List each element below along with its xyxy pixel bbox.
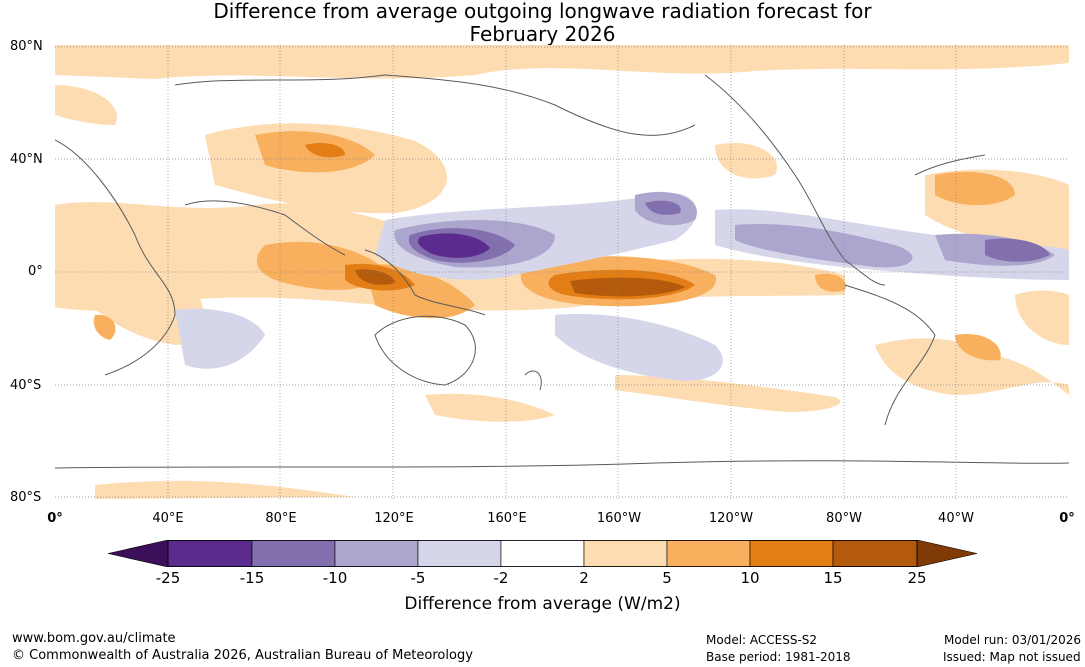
footer-base-period: Base period: 1981-2018 — [706, 650, 851, 664]
colorbar — [108, 540, 978, 567]
colorbar-cell-1 — [167, 540, 253, 567]
lon-label-40e: 40°E — [152, 511, 184, 526]
lon-label-0-left: 0° — [47, 511, 63, 526]
footer-url[interactable]: www.bom.gov.au/climate — [12, 631, 176, 646]
lon-label-80e: 80°E — [265, 511, 297, 526]
lon-label-120e: 120°E — [374, 511, 414, 526]
colorbar-tick: -25 — [155, 569, 181, 587]
colorbar-tick: 25 — [907, 569, 927, 587]
colorbar-tick: 15 — [823, 569, 843, 587]
lon-label-0-right: 0° — [1059, 511, 1075, 526]
title-line-1: Difference from average outgoing longwav… — [213, 0, 872, 23]
colorbar-frame — [167, 540, 918, 567]
map-title: Difference from average outgoing longwav… — [0, 0, 1085, 46]
lat-label-80s: 80°S — [10, 490, 42, 505]
coastlines — [55, 74, 1069, 469]
lon-label-40w: 40°W — [938, 511, 974, 526]
colorbar-tick: -15 — [239, 569, 265, 587]
map-canvas — [55, 45, 1069, 499]
colorbar-tick: -5 — [410, 569, 426, 587]
colorbar-tick: 5 — [662, 569, 672, 587]
dark-purple-anomaly-layer — [418, 233, 490, 258]
colorbar-tick: -10 — [322, 569, 348, 587]
lon-label-80w: 80°W — [826, 511, 862, 526]
lon-label-120w: 120°W — [708, 511, 754, 526]
colorbar-cell-10 — [916, 540, 978, 567]
lat-label-40s: 40°S — [10, 378, 42, 393]
colorbar-cell-2 — [251, 540, 336, 567]
lon-label-160w: 160°W — [596, 511, 642, 526]
colorbar-cell-9 — [832, 540, 918, 567]
footer-model: Model: ACCESS-S2 — [706, 633, 818, 647]
colorbar-tick: -2 — [493, 569, 509, 587]
colorbar-tick: 2 — [579, 569, 589, 587]
colorbar-cell-6 — [583, 540, 668, 567]
olr-anomaly-map — [55, 45, 1069, 499]
colorbar-tick: 10 — [740, 569, 760, 587]
dark-orange-anomaly-layer — [355, 269, 685, 297]
colorbar-cell-4 — [417, 540, 502, 567]
graticule — [55, 45, 1069, 499]
footer-issued: Issued: Map not issued — [943, 650, 1081, 664]
lat-label-40n: 40°N — [10, 152, 43, 167]
lon-label-160e: 160°E — [487, 511, 527, 526]
footer-model-run: Model run: 03/01/2026 — [944, 633, 1082, 647]
colorbar-cell-3 — [334, 540, 419, 567]
colorbar-cell-8 — [749, 540, 834, 567]
colorbar-cell-7 — [666, 540, 751, 567]
colorbar-cell-5 — [500, 540, 585, 567]
lat-label-80n: 80°N — [10, 39, 43, 54]
lat-label-0: 0° — [28, 264, 43, 279]
colorbar-label: Difference from average (W/m2) — [404, 594, 681, 614]
colorbar-cell-0 — [108, 540, 169, 567]
title-line-2: February 2026 — [469, 22, 616, 46]
footer-copyright: © Commonwealth of Australia 2026, Austra… — [12, 648, 473, 663]
